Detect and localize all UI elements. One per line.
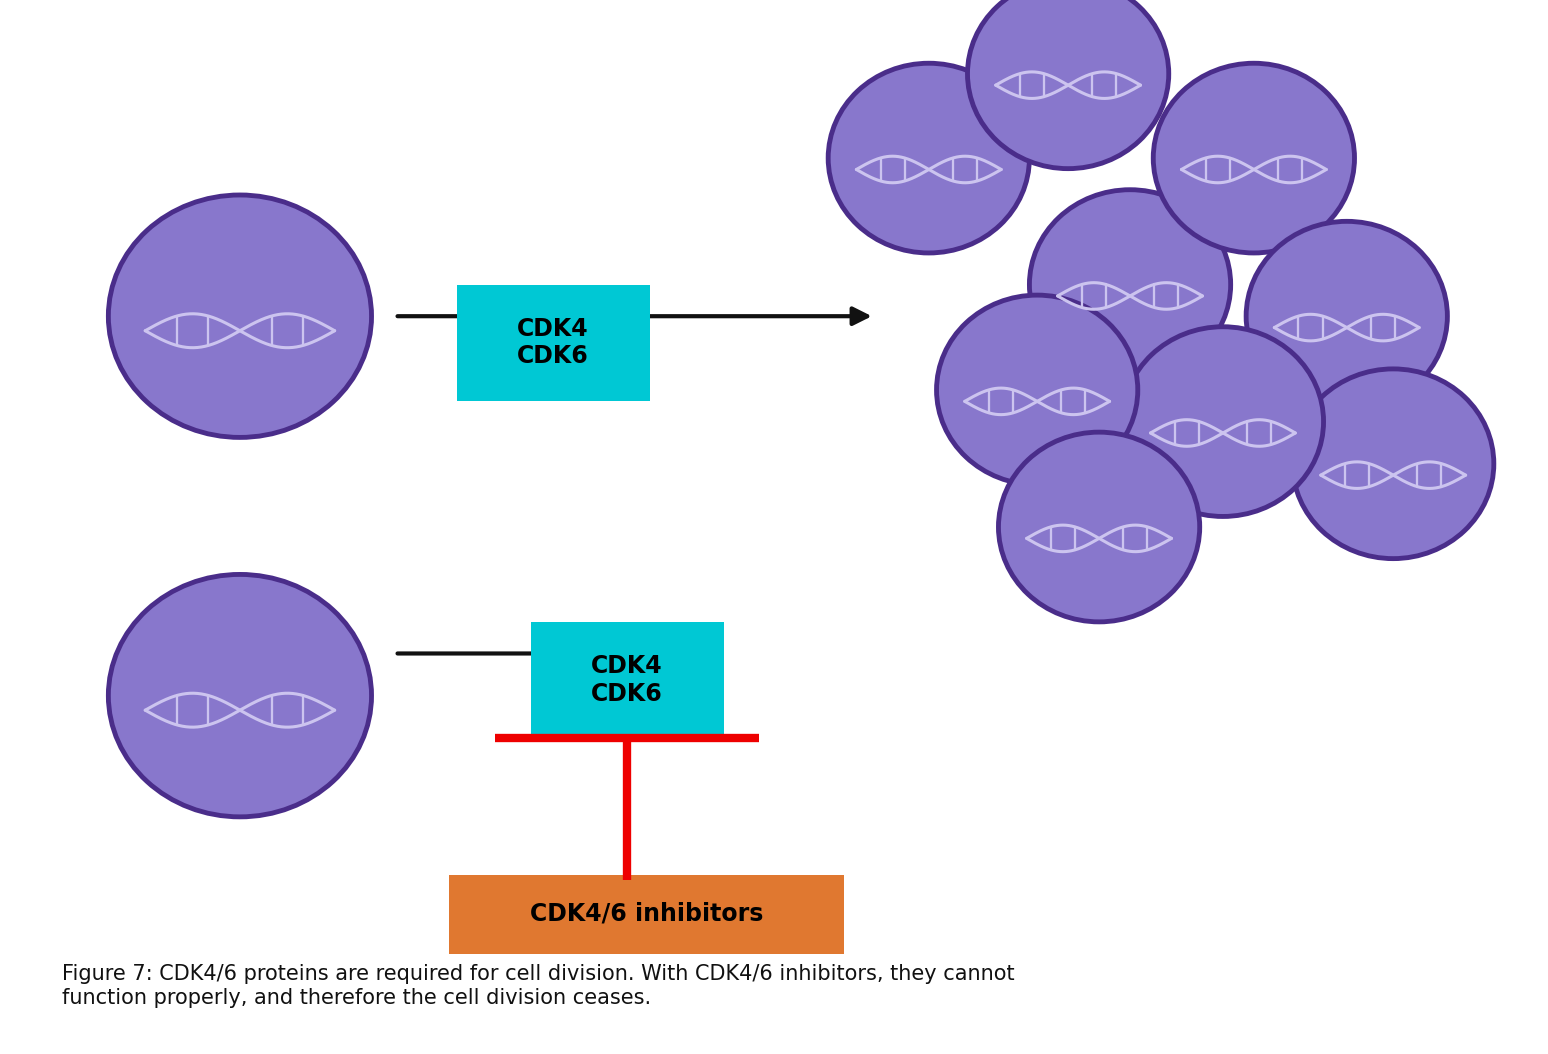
FancyBboxPatch shape bbox=[457, 285, 650, 401]
Text: CDK4/6 inhibitors: CDK4/6 inhibitors bbox=[531, 902, 763, 925]
Ellipse shape bbox=[937, 295, 1138, 485]
FancyBboxPatch shape bbox=[531, 622, 724, 738]
Text: CDK4
CDK6: CDK4 CDK6 bbox=[517, 316, 588, 369]
Ellipse shape bbox=[1293, 369, 1494, 559]
Text: CDK4
CDK6: CDK4 CDK6 bbox=[591, 653, 663, 706]
Text: Figure 7: CDK4/6 proteins are required for cell division. With CDK4/6 inhibitors: Figure 7: CDK4/6 proteins are required f… bbox=[62, 964, 1014, 1008]
Ellipse shape bbox=[108, 574, 372, 817]
Ellipse shape bbox=[1122, 327, 1324, 516]
Ellipse shape bbox=[998, 432, 1200, 622]
FancyBboxPatch shape bbox=[449, 875, 844, 954]
Ellipse shape bbox=[1153, 63, 1354, 253]
Ellipse shape bbox=[828, 63, 1029, 253]
Ellipse shape bbox=[1246, 221, 1447, 411]
Ellipse shape bbox=[108, 195, 372, 437]
Ellipse shape bbox=[968, 0, 1169, 169]
Ellipse shape bbox=[1029, 190, 1231, 379]
